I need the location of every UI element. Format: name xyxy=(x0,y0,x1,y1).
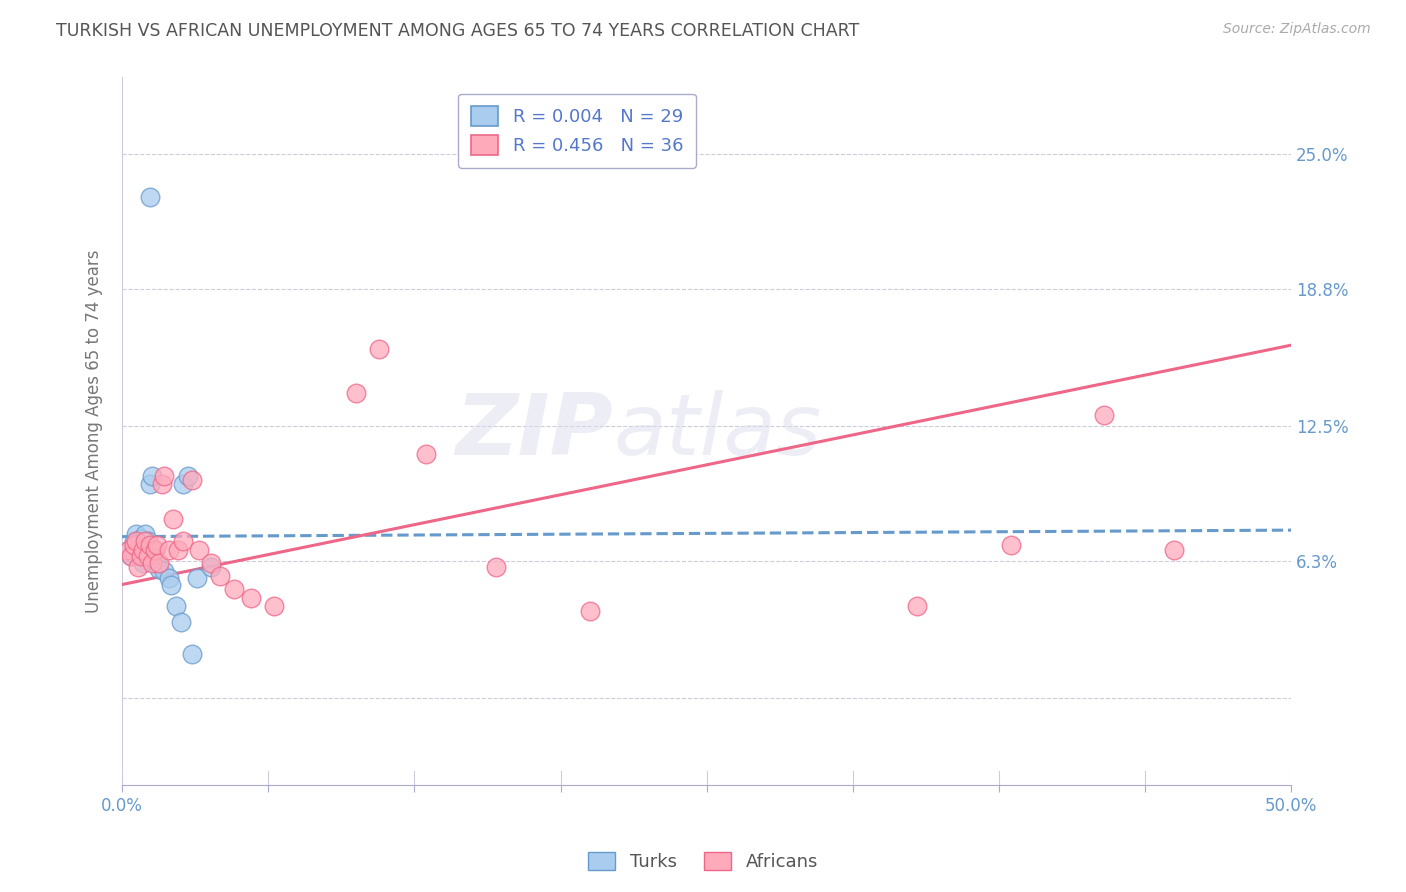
Point xyxy=(167,542,190,557)
Point xyxy=(150,477,173,491)
Point xyxy=(120,549,142,564)
Point xyxy=(224,582,246,596)
Point xyxy=(162,512,184,526)
Point xyxy=(141,468,163,483)
Point xyxy=(122,534,145,549)
Y-axis label: Unemployment Among Ages 65 to 74 years: Unemployment Among Ages 65 to 74 years xyxy=(86,250,103,613)
Point xyxy=(118,542,141,557)
Point xyxy=(125,527,148,541)
Point xyxy=(146,538,169,552)
Point xyxy=(209,569,232,583)
Point xyxy=(141,556,163,570)
Point xyxy=(129,549,152,564)
Point xyxy=(148,562,170,576)
Point xyxy=(172,477,194,491)
Point xyxy=(263,599,285,614)
Point xyxy=(139,477,162,491)
Point xyxy=(120,549,142,564)
Point xyxy=(181,647,204,661)
Text: Source: ZipAtlas.com: Source: ZipAtlas.com xyxy=(1223,22,1371,37)
Point xyxy=(186,571,208,585)
Point xyxy=(132,542,155,557)
Point xyxy=(578,604,600,618)
Point xyxy=(125,538,148,552)
Point xyxy=(1000,538,1022,552)
Point xyxy=(134,538,156,552)
Point xyxy=(136,549,159,564)
Point xyxy=(146,556,169,570)
Point xyxy=(905,599,928,614)
Point xyxy=(157,571,180,585)
Point xyxy=(415,447,437,461)
Point xyxy=(1163,542,1185,557)
Point xyxy=(165,599,187,614)
Point xyxy=(200,560,222,574)
Point xyxy=(118,542,141,557)
Point xyxy=(134,534,156,549)
Point xyxy=(239,591,262,605)
Point xyxy=(125,534,148,549)
Point xyxy=(122,547,145,561)
Point xyxy=(1092,408,1115,422)
Point xyxy=(344,386,367,401)
Point xyxy=(188,542,211,557)
Point xyxy=(485,560,508,574)
Legend: Turks, Africans: Turks, Africans xyxy=(581,845,825,879)
Text: TURKISH VS AFRICAN UNEMPLOYMENT AMONG AGES 65 TO 74 YEARS CORRELATION CHART: TURKISH VS AFRICAN UNEMPLOYMENT AMONG AG… xyxy=(56,22,859,40)
Point xyxy=(122,538,145,552)
Point xyxy=(127,560,149,574)
Point xyxy=(153,565,176,579)
Point xyxy=(153,468,176,483)
Point xyxy=(136,534,159,549)
Point xyxy=(139,190,162,204)
Legend: R = 0.004   N = 29, R = 0.456   N = 36: R = 0.004 N = 29, R = 0.456 N = 36 xyxy=(458,94,696,168)
Point xyxy=(127,542,149,557)
Point xyxy=(181,473,204,487)
Point xyxy=(368,343,391,357)
Point xyxy=(129,549,152,564)
Point xyxy=(134,527,156,541)
Point xyxy=(143,542,166,557)
Point xyxy=(200,556,222,570)
Point xyxy=(132,556,155,570)
Point xyxy=(148,556,170,570)
Text: atlas: atlas xyxy=(613,390,821,473)
Point xyxy=(169,615,191,629)
Point xyxy=(157,542,180,557)
Point xyxy=(160,577,183,591)
Point xyxy=(143,542,166,557)
Point xyxy=(176,468,198,483)
Point xyxy=(172,534,194,549)
Text: ZIP: ZIP xyxy=(456,390,613,473)
Point xyxy=(139,538,162,552)
Point xyxy=(129,532,152,546)
